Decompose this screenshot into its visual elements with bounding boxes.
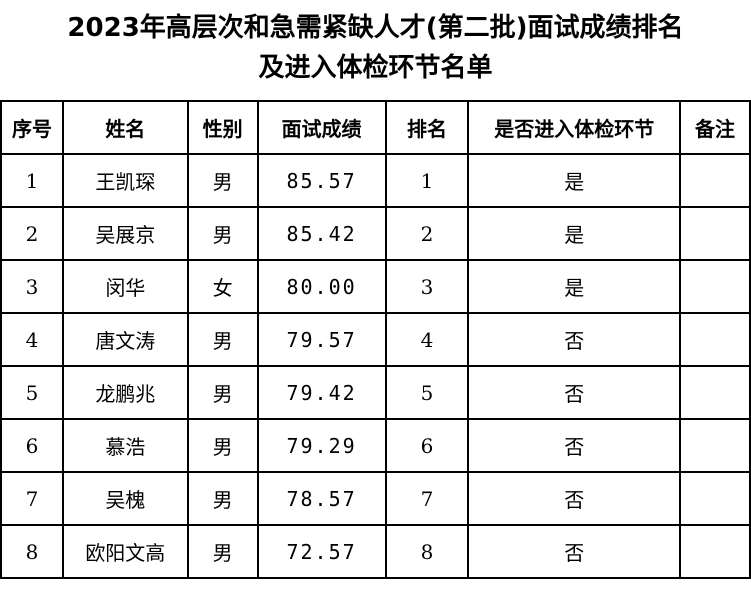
cell-remarks	[679, 365, 751, 420]
cell-medical-exam: 是	[467, 206, 682, 261]
header-index: 序号	[0, 100, 64, 155]
cell-rank: 3	[384, 259, 470, 314]
cell-medical-exam: 是	[467, 259, 682, 314]
cell-rank: 7	[384, 471, 470, 526]
cell-score: 80.00	[256, 259, 387, 314]
cell-gender: 女	[186, 259, 259, 314]
cell-name: 吴展京	[61, 206, 189, 261]
table-row: 8 欧阳文高男 72.57 8 否	[0, 524, 751, 579]
header-rank: 排名	[384, 100, 470, 155]
cell-gender: 男	[186, 524, 259, 579]
cell-index: 6	[0, 418, 64, 473]
cell-score: 78.57	[256, 471, 387, 526]
cell-gender: 男	[186, 206, 259, 261]
cell-rank: 5	[384, 365, 470, 420]
cell-index: 1	[0, 153, 64, 208]
cell-rank: 8	[384, 524, 470, 579]
table-row: 7 吴槐男 78.57 7 否	[0, 471, 751, 526]
table-row: 4 唐文涛男 79.57 4 否	[0, 312, 751, 367]
cell-name: 欧阳文高	[61, 524, 189, 579]
cell-score: 79.29	[256, 418, 387, 473]
header-name: 姓名	[61, 100, 189, 155]
cell-medical-exam: 否	[467, 471, 682, 526]
cell-remarks	[679, 418, 751, 473]
document-title: 2023年高层次和急需紧缺人才(第二批)面试成绩排名 及进入体检环节名单	[0, 8, 751, 88]
cell-name: 闵华	[61, 259, 189, 314]
table-row: 3 闵华女 80.00 3 是	[0, 259, 751, 314]
cell-name: 慕浩	[61, 418, 189, 473]
cell-index: 4	[0, 312, 64, 367]
header-remarks: 备注	[679, 100, 751, 155]
cell-gender: 男	[186, 418, 259, 473]
cell-rank: 4	[384, 312, 470, 367]
cell-gender: 男	[186, 312, 259, 367]
cell-index: 7	[0, 471, 64, 526]
header-gender: 性别	[186, 100, 259, 155]
cell-score: 85.57	[256, 153, 387, 208]
cell-gender: 男	[186, 365, 259, 420]
table-row: 2 吴展京男 85.42 2 是	[0, 206, 751, 261]
cell-name: 唐文涛	[61, 312, 189, 367]
header-row: 序号 姓名 性别 面试成绩 排名 是否进入体检环节 备注	[0, 100, 751, 155]
cell-remarks	[679, 471, 751, 526]
results-table: 序号 姓名 性别 面试成绩 排名 是否进入体检环节 备注 1 王凯琛男 85.57 1 是 2 吴展京男…	[0, 100, 751, 579]
cell-name: 吴槐	[61, 471, 189, 526]
table-row: 5 龙鹏兆男 79.42 5 否	[0, 365, 751, 420]
table-row: 1 王凯琛男 85.57 1 是	[0, 153, 751, 208]
cell-name: 王凯琛	[61, 153, 189, 208]
cell-rank: 6	[384, 418, 470, 473]
cell-index: 5	[0, 365, 64, 420]
cell-medical-exam: 否	[467, 365, 682, 420]
cell-medical-exam: 是	[467, 153, 682, 208]
cell-score: 85.42	[256, 206, 387, 261]
cell-gender: 男	[186, 471, 259, 526]
cell-remarks	[679, 312, 751, 367]
cell-index: 3	[0, 259, 64, 314]
cell-remarks	[679, 206, 751, 261]
cell-score: 79.57	[256, 312, 387, 367]
cell-rank: 1	[384, 153, 470, 208]
cell-remarks	[679, 153, 751, 208]
title-line-1: 2023年高层次和急需紧缺人才(第二批)面试成绩排名	[67, 13, 684, 43]
cell-rank: 2	[384, 206, 470, 261]
cell-remarks	[679, 524, 751, 579]
title-line-2: 及进入体检环节名单	[258, 53, 493, 83]
cell-remarks	[679, 259, 751, 314]
cell-gender: 男	[186, 153, 259, 208]
table-row: 6 慕浩男 79.29 6 否	[0, 418, 751, 473]
cell-medical-exam: 否	[467, 418, 682, 473]
cell-medical-exam: 否	[467, 524, 682, 579]
cell-score: 72.57	[256, 524, 387, 579]
header-medical-exam: 是否进入体检环节	[467, 100, 682, 155]
cell-name: 龙鹏兆	[61, 365, 189, 420]
cell-index: 2	[0, 206, 64, 261]
header-score: 面试成绩	[256, 100, 387, 155]
cell-score: 79.42	[256, 365, 387, 420]
cell-index: 8	[0, 524, 64, 579]
cell-medical-exam: 否	[467, 312, 682, 367]
